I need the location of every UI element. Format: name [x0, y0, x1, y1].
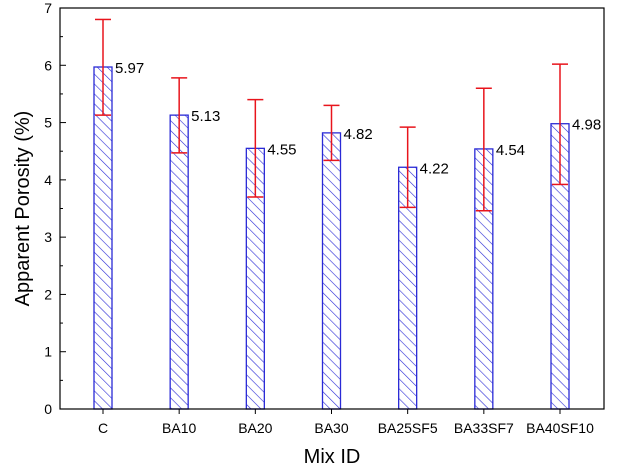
error-bar-ba33sf7 [475, 87, 492, 212]
y-tick-label: 7 [44, 0, 52, 16]
data-label-c: 5.97 [115, 60, 144, 77]
x-tick-label-ba25sf5: BA25SF5 [378, 420, 438, 436]
y-tick-label: 4 [44, 172, 52, 188]
bar-ba30 [321, 132, 342, 410]
error-bar-ba25sf5 [399, 126, 416, 209]
data-label-ba30: 4.82 [344, 126, 373, 143]
bar-ba10 [169, 114, 189, 410]
y-tick-label: 1 [44, 344, 52, 360]
y-tick-label: 2 [44, 286, 52, 302]
x-tick-label-ba20: BA20 [238, 420, 272, 436]
error-bar-c [95, 18, 111, 116]
y-axis-title: Apparent Porosity (%) [12, 111, 34, 307]
error-bar-ba40sf10 [552, 63, 568, 186]
error-bar-ba10 [171, 77, 188, 154]
data-label-ba20: 4.55 [267, 141, 296, 158]
data-label-ba40sf10: 4.98 [572, 117, 601, 134]
x-tick-label-c: C [98, 420, 108, 436]
y-tick-label: 5 [44, 115, 52, 131]
bars-layer [93, 66, 570, 410]
data-label-ba33sf7: 4.54 [496, 142, 525, 159]
error-bar-ba30 [323, 104, 340, 162]
y-tick-label: 0 [44, 401, 52, 417]
data-label-ba10: 5.13 [191, 108, 220, 125]
data-label-ba25sf5: 4.22 [420, 160, 449, 177]
y-tick-label: 6 [44, 57, 52, 73]
x-tick-label-ba33sf7: BA33SF7 [454, 420, 514, 436]
error-bar-ba20 [247, 98, 264, 198]
x-axis-title: Mix ID [304, 446, 361, 468]
x-tick-label-ba40sf10: BA40SF10 [526, 420, 594, 436]
bar-c [93, 66, 113, 410]
axes-layer: C BA10 BA20 BA30 BA25SF5 BA33SF7 BA40SF10 0 1 2 3 4… [44, 0, 605, 436]
data-labels-layer: 5.97 5.13 4.55 4.82 4.22 4.54 4.98 [115, 60, 601, 177]
y-tick-label: 3 [44, 229, 52, 245]
error-bars-layer [95, 18, 568, 212]
x-tick-label-ba30: BA30 [314, 420, 348, 436]
x-tick-label-ba10: BA10 [162, 420, 196, 436]
